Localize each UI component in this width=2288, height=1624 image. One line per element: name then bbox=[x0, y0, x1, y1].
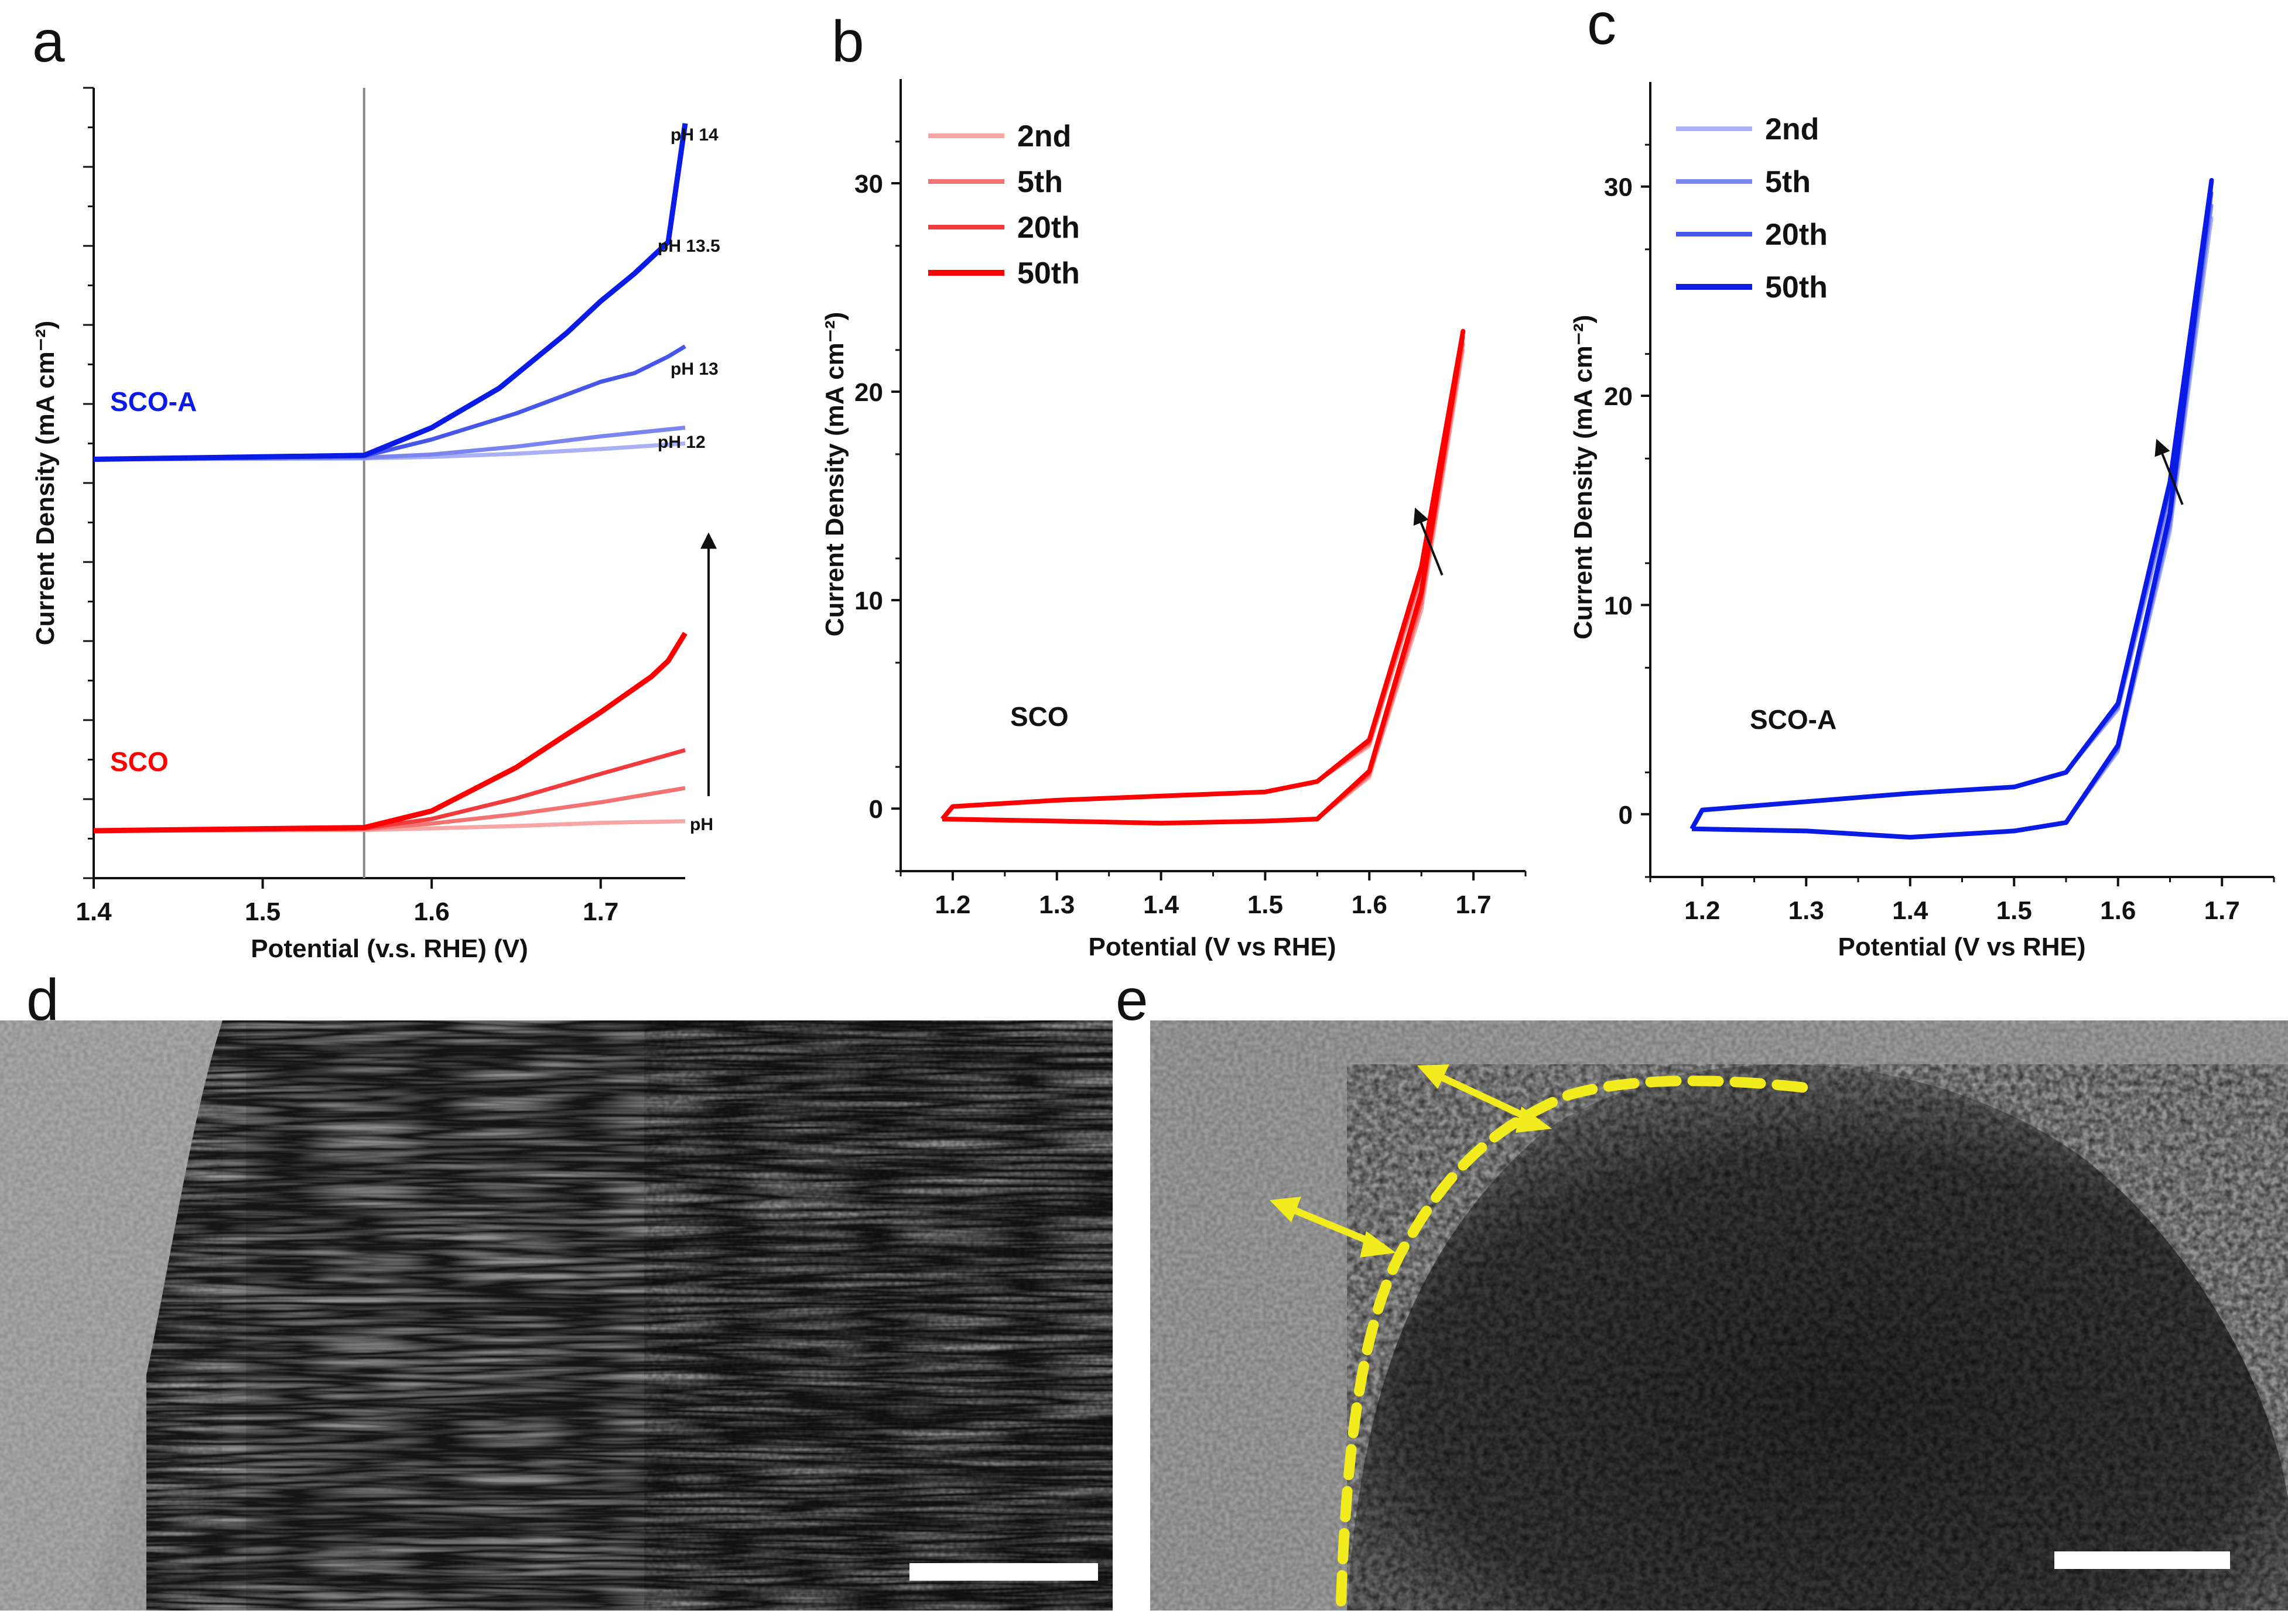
legend-label: 5th bbox=[1017, 165, 1063, 199]
x-tick-label: 1.7 bbox=[583, 897, 618, 926]
b-series-50th bbox=[940, 328, 1466, 826]
panel-label-b: b bbox=[832, 9, 864, 74]
ph-arrow-label: pH bbox=[690, 815, 713, 834]
legend-label: 2nd bbox=[1017, 119, 1071, 153]
tem-image-lattice-fringes bbox=[0, 1020, 1113, 1611]
legend-label: 5th bbox=[1765, 165, 1811, 199]
c-series-50th bbox=[1690, 178, 2214, 840]
scale-bar-e bbox=[2054, 1551, 2230, 1569]
x-tick-label: 1.2 bbox=[935, 890, 970, 919]
x-tick-label: 1.6 bbox=[2100, 896, 2136, 925]
sample-label-b: SCO bbox=[1010, 701, 1069, 732]
x-tick-label: 1.7 bbox=[1455, 890, 1491, 919]
y-tick-label: 10 bbox=[854, 587, 883, 615]
chart-panel-a: 1.4 1.5 1.6 1.7 Potential (v.s. RHE) (V) Cu… bbox=[31, 87, 720, 963]
y-axis-label-a: Current Density (mA cm⁻²) bbox=[31, 321, 60, 646]
x-tick-label: 1.6 bbox=[414, 897, 450, 926]
x-tick-label: 1.4 bbox=[76, 897, 112, 926]
series-sco-ph-13-5 bbox=[93, 748, 686, 833]
ph-label-13: pH 13 bbox=[671, 359, 719, 379]
y-tick-label: 0 bbox=[1619, 801, 1633, 830]
legend-label: 50th bbox=[1017, 256, 1080, 290]
legend-label: 50th bbox=[1765, 270, 1828, 304]
x-tick-label: 1.3 bbox=[1788, 896, 1824, 925]
double-arrow-lower bbox=[1270, 1197, 1396, 1258]
x-tick-label: 1.5 bbox=[1996, 896, 2032, 925]
x-tick-label: 1.6 bbox=[1352, 890, 1387, 919]
c-series-2nd bbox=[1690, 216, 2214, 840]
legend-label: 2nd bbox=[1765, 112, 1819, 146]
x-axis-label-c: Potential (V vs RHE) bbox=[1838, 933, 2086, 961]
sample-label-c: SCO-A bbox=[1750, 704, 1836, 735]
group-label-sco-a: SCO-A bbox=[110, 386, 197, 417]
b-series-5th bbox=[940, 342, 1465, 825]
x-tick-label: 1.4 bbox=[1143, 890, 1179, 919]
legend-label: 20th bbox=[1765, 218, 1828, 252]
series-sco-ph-14 bbox=[93, 632, 688, 834]
y-tick-label: 30 bbox=[1604, 173, 1633, 202]
y-tick-label: 20 bbox=[854, 378, 883, 407]
x-tick-label: 1.4 bbox=[1892, 896, 1928, 925]
tem-image-core-shell bbox=[1150, 1020, 2288, 1611]
ph-label-14: pH 14 bbox=[671, 125, 719, 145]
series-sco-a-ph-14 bbox=[93, 123, 688, 462]
panel-label-a: a bbox=[32, 9, 65, 74]
scale-bar-d bbox=[909, 1563, 1098, 1581]
panel-label-c: c bbox=[1587, 0, 1616, 57]
cycle-arrow-c bbox=[2154, 438, 2184, 505]
y-tick-label: 20 bbox=[1604, 382, 1633, 411]
ph-label-13-5: pH 13.5 bbox=[658, 237, 720, 256]
y-tick-label: 0 bbox=[869, 795, 883, 824]
x-tick-label: 1.5 bbox=[245, 897, 281, 926]
panel-label-e: e bbox=[1116, 967, 1148, 1033]
x-tick-label: 1.7 bbox=[2204, 896, 2240, 925]
ph-label-12: pH 12 bbox=[658, 433, 706, 452]
x-tick-label: 1.2 bbox=[1684, 896, 1720, 925]
legend-label: 20th bbox=[1017, 211, 1080, 245]
group-label-sco: SCO bbox=[110, 746, 169, 777]
x-axis-label-b: Potential (V vs RHE) bbox=[1089, 933, 1336, 961]
y-tick-label: 30 bbox=[854, 170, 883, 198]
cycle-arrow-b bbox=[1413, 507, 1444, 576]
chart-panel-b: 1.2 1.3 1.4 1.5 1.6 1.7 0 10 20 30 2nd 5th 20th 50th… bbox=[820, 79, 1527, 961]
x-tick-label: 1.3 bbox=[1039, 890, 1075, 919]
y-axis-label-c: Current Density (mA cm⁻²) bbox=[1569, 315, 1598, 640]
double-arrow-upper bbox=[1417, 1064, 1552, 1133]
b-series-20th bbox=[940, 335, 1465, 825]
x-tick-label: 1.5 bbox=[1247, 890, 1283, 919]
y-tick-label: 10 bbox=[1604, 591, 1633, 620]
b-series-2nd bbox=[940, 348, 1465, 825]
chart-panel-c: 1.2 1.3 1.4 1.5 1.6 1.7 0 10 20 30 2nd 5th 20th 50th… bbox=[1569, 82, 2275, 961]
x-axis-label-a: Potential (v.s. RHE) (V) bbox=[251, 934, 528, 963]
dashed-boundary bbox=[1336, 1075, 1821, 1606]
y-axis-label-b: Current Density (mA cm⁻²) bbox=[820, 312, 849, 637]
